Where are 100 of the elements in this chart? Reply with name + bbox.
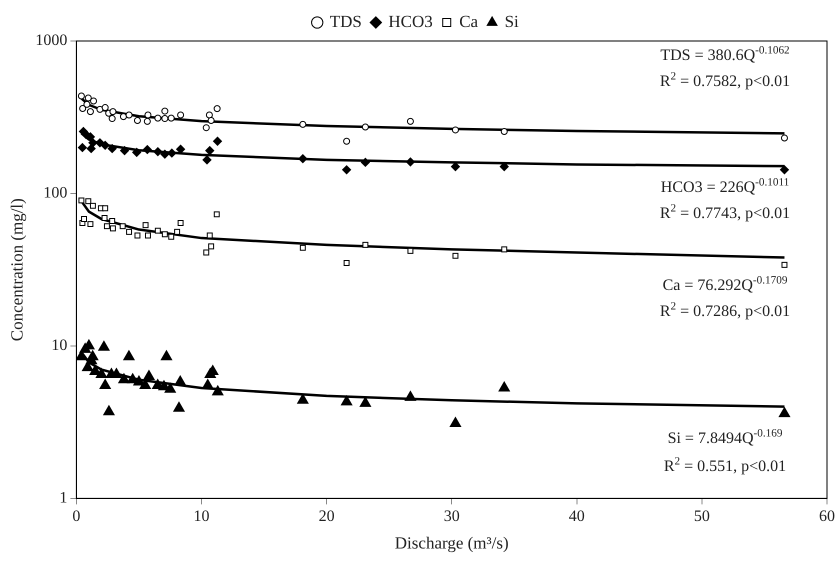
point — [120, 146, 130, 156]
point — [208, 117, 215, 124]
point — [212, 385, 224, 396]
point — [89, 364, 101, 375]
point — [110, 225, 116, 232]
point — [79, 104, 86, 112]
point — [98, 340, 110, 351]
point — [109, 218, 116, 224]
point — [206, 112, 213, 119]
point — [160, 150, 170, 159]
point — [118, 373, 130, 384]
point — [360, 158, 370, 167]
x-tick-label: 50 — [694, 508, 710, 526]
point — [173, 402, 185, 412]
point — [144, 232, 151, 238]
point — [168, 114, 175, 122]
point — [203, 250, 210, 256]
point — [299, 120, 306, 128]
point — [103, 405, 115, 416]
point — [144, 112, 152, 119]
point — [781, 262, 788, 268]
point — [102, 205, 108, 212]
point — [300, 244, 306, 251]
point — [120, 223, 126, 230]
point — [132, 148, 142, 157]
point — [86, 350, 98, 360]
point — [778, 407, 790, 418]
point — [450, 416, 462, 427]
point — [298, 154, 308, 164]
point — [126, 228, 132, 235]
point — [87, 221, 94, 228]
y-axis-title: Concentration (mg/l) — [8, 198, 27, 342]
point — [404, 390, 416, 401]
x-tick-label: 30 — [444, 508, 460, 526]
point — [102, 215, 108, 222]
point — [213, 136, 222, 146]
x-tick-label: 60 — [819, 508, 835, 526]
point — [96, 106, 104, 113]
point — [177, 112, 184, 119]
point — [406, 157, 415, 166]
point — [142, 222, 149, 228]
x-tick-label: 10 — [194, 508, 210, 526]
point — [208, 243, 214, 250]
point — [85, 198, 92, 204]
point — [500, 162, 509, 172]
point — [160, 350, 172, 360]
point — [780, 165, 789, 174]
point — [143, 370, 155, 380]
point — [108, 115, 116, 122]
point — [780, 134, 788, 142]
point — [297, 394, 309, 404]
point — [214, 211, 220, 218]
point — [78, 92, 85, 100]
point — [120, 113, 127, 120]
point — [452, 126, 459, 134]
point — [133, 376, 145, 386]
point — [86, 144, 96, 154]
point — [174, 376, 186, 386]
point — [154, 114, 162, 122]
point — [100, 140, 110, 150]
point — [362, 242, 368, 248]
point — [126, 112, 133, 119]
point — [81, 216, 88, 222]
point — [343, 138, 350, 145]
point — [202, 155, 212, 164]
point — [86, 108, 94, 116]
point — [500, 128, 508, 135]
point — [90, 202, 96, 209]
point — [214, 105, 221, 112]
legend-label: HCO3 — [388, 12, 433, 31]
point — [154, 228, 161, 234]
point — [161, 108, 168, 115]
point — [78, 143, 87, 152]
point — [452, 252, 458, 259]
point — [406, 118, 414, 125]
point — [108, 144, 117, 154]
x-tick-label: 40 — [568, 508, 585, 526]
y-tick-label: 1000 — [35, 32, 68, 50]
legend-label: TDS — [330, 12, 362, 31]
point — [109, 108, 116, 116]
point — [99, 379, 111, 390]
point — [362, 123, 369, 130]
y-tick-label: 1 — [59, 490, 68, 507]
x-tick-label: 0 — [72, 508, 80, 526]
legend-label: Si — [504, 12, 520, 31]
point — [162, 231, 168, 238]
point — [498, 381, 510, 392]
legend-label: Ca — [459, 12, 479, 31]
y-tick-label: 10 — [51, 337, 68, 354]
point — [340, 395, 352, 406]
x-tick-label: 20 — [318, 508, 335, 526]
point — [84, 94, 92, 102]
point — [134, 232, 140, 238]
point — [164, 382, 176, 393]
point — [344, 260, 350, 266]
point — [142, 145, 152, 154]
point — [342, 165, 352, 174]
point — [78, 197, 84, 204]
y-tick-label: 100 — [43, 184, 68, 202]
point — [153, 147, 162, 156]
